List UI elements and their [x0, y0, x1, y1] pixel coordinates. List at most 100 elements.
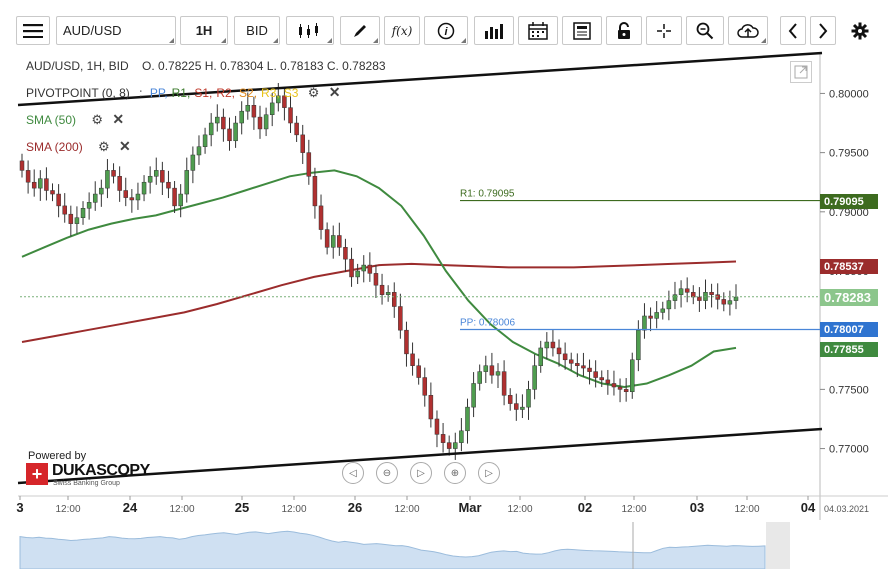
candle-body — [520, 406, 525, 410]
lock-icon — [618, 21, 630, 39]
expand-button[interactable] — [790, 61, 812, 83]
y-tick-label: 0.79500 — [829, 148, 869, 160]
reset-icon: ▷ — [417, 467, 425, 479]
pivot-close-icon[interactable]: ✕ — [328, 84, 341, 100]
sma200-legend[interactable]: SMA (200) ⚙ ✕ — [26, 138, 131, 155]
x-tick-label: 04 — [801, 500, 816, 515]
zoom-in-button[interactable]: ⊕ — [444, 462, 466, 484]
candle-body — [575, 363, 580, 366]
x-tick-label: 12:00 — [281, 504, 306, 515]
candle-body — [404, 329, 409, 355]
navigator — [18, 522, 888, 569]
scroll-left-button[interactable] — [780, 16, 806, 45]
news-icon — [573, 21, 591, 40]
zoom-out-button[interactable]: ⊖ — [376, 462, 398, 484]
x-tick-label: 24 — [123, 500, 138, 515]
candle-body — [31, 181, 37, 189]
candle-body — [483, 365, 489, 372]
zoom-out-icon: ⊖ — [382, 467, 392, 479]
candle-body — [514, 403, 519, 410]
sma50-close-icon[interactable]: ✕ — [112, 111, 125, 127]
drawing-tools-button[interactable] — [340, 16, 380, 45]
nav-back-button[interactable]: ◁ — [342, 462, 364, 484]
candle-body — [172, 187, 177, 207]
sma-50-line — [21, 169, 737, 389]
lower-trend-line[interactable] — [17, 427, 823, 485]
reset-view-button[interactable]: ▷ — [410, 462, 432, 484]
x-tick-label: 12:00 — [621, 504, 646, 515]
chart-type-button[interactable] — [286, 16, 334, 45]
candle-body — [422, 377, 428, 396]
trend-lines — [17, 51, 823, 485]
zoom-button[interactable] — [686, 16, 724, 45]
indicators-button[interactable]: f(x) — [384, 16, 420, 45]
menu-icon — [23, 23, 43, 38]
candle-body — [556, 347, 562, 355]
scroll-right-button[interactable] — [810, 16, 836, 45]
nav-forward-button[interactable]: ▷ — [478, 462, 500, 484]
upper-trend-line[interactable] — [17, 51, 823, 107]
pivot-sep: : — [139, 86, 143, 100]
candle-body — [147, 176, 153, 183]
dukascopy-logo[interactable]: + DUKASCOPY Swiss Banking Group — [26, 462, 150, 489]
x-tick-label: 26 — [348, 500, 362, 515]
x-tick-label: 12:00 — [55, 504, 80, 515]
candle-body — [178, 193, 183, 207]
candle-body — [263, 114, 269, 130]
calendar-button[interactable] — [518, 16, 558, 45]
x-tick-label: 12:00 — [394, 504, 419, 515]
candle-body — [562, 353, 568, 361]
settings-button[interactable] — [846, 16, 874, 45]
logo-cross-icon: + — [26, 463, 48, 485]
zoom-icon — [696, 22, 714, 39]
x-tick-label: 02 — [578, 500, 592, 515]
pivot-item-6: S3 — [283, 86, 299, 100]
candle-body — [379, 284, 385, 295]
candle-body — [355, 270, 360, 278]
pivot-item-2: S1, — [194, 86, 213, 100]
crosshair-button[interactable] — [646, 16, 682, 45]
y-tick-label: 0.80000 — [829, 88, 869, 100]
menu-button[interactable] — [16, 16, 50, 45]
candle-body — [544, 341, 550, 349]
candle-body — [343, 247, 348, 260]
triangle-right-icon: ▷ — [485, 467, 493, 479]
news-button[interactable] — [562, 16, 602, 45]
sma-50-path — [21, 169, 737, 389]
lock-button[interactable] — [606, 16, 642, 45]
candle-body — [697, 296, 702, 301]
pivot-settings-icon[interactable]: ⚙ — [307, 85, 320, 100]
chevron-left-icon — [788, 22, 797, 39]
candle-body — [99, 187, 104, 195]
candle-body — [361, 264, 366, 272]
candle-body — [733, 296, 739, 301]
sma50-settings-icon[interactable]: ⚙ — [91, 112, 104, 127]
candle-body — [282, 95, 287, 108]
symbol-select[interactable]: AUD/USD — [56, 16, 176, 45]
candle-body — [221, 116, 226, 130]
cloud-upload-icon — [737, 23, 759, 38]
pivot-legend[interactable]: PIVOTPOINT (0, 8) : PP, R1, S1, R2, S2, R3, S3… — [26, 84, 341, 101]
volume-button[interactable] — [474, 16, 514, 45]
sma200-close-icon[interactable]: ✕ — [119, 138, 131, 154]
navigator-area — [19, 530, 766, 569]
sma200-settings-icon[interactable]: ⚙ — [98, 139, 110, 154]
pivot-level-label: R1: 0.79095 — [460, 189, 515, 200]
candle-body — [202, 134, 208, 147]
price-side-select[interactable]: BID — [234, 16, 280, 45]
upload-button[interactable] — [728, 16, 768, 45]
candle-body — [587, 367, 592, 372]
symbol-label: AUD/USD — [63, 23, 122, 38]
candle-body — [568, 359, 574, 364]
chevron-right-icon — [819, 22, 828, 39]
powered-by-text: Powered by — [28, 450, 87, 462]
candle-body — [306, 152, 312, 177]
info-button[interactable]: i — [424, 16, 468, 45]
timeframe-select[interactable]: 1H — [180, 16, 228, 45]
candle-body — [288, 107, 293, 124]
candle-body — [446, 442, 452, 449]
candle-body — [135, 193, 141, 201]
candle-body — [337, 235, 342, 248]
sma50-legend[interactable]: SMA (50) ⚙ ✕ — [26, 111, 124, 128]
